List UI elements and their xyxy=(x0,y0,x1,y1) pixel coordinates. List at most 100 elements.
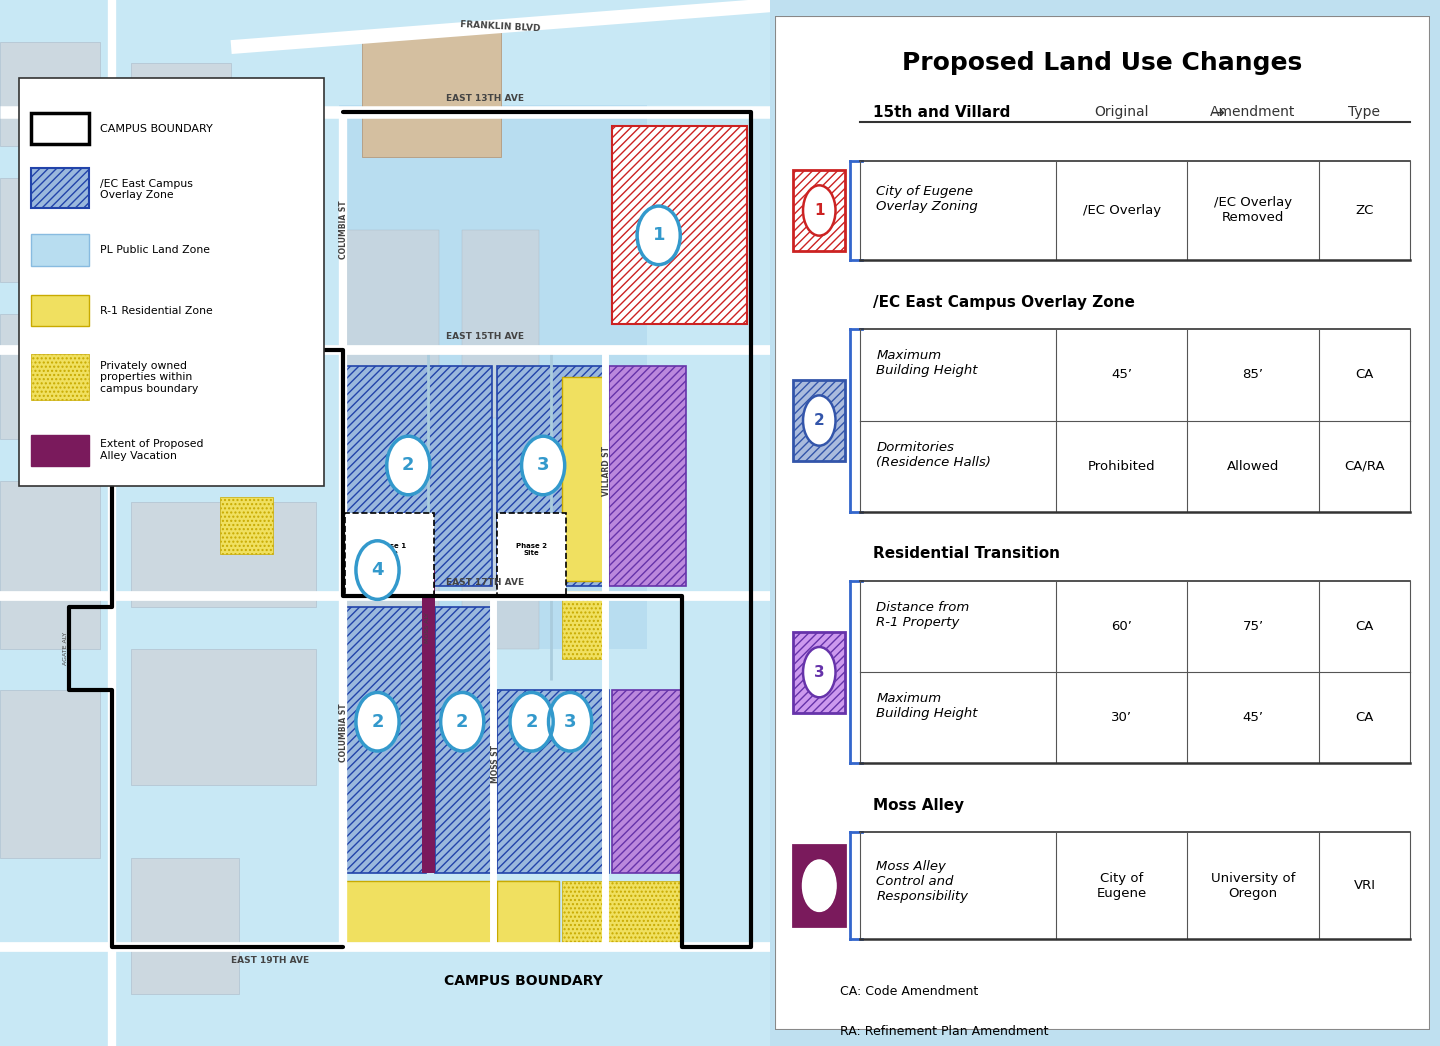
Bar xyxy=(30,355,89,401)
Text: →: → xyxy=(1210,105,1224,123)
Bar xyxy=(793,845,845,927)
Bar xyxy=(30,113,89,144)
Text: CA: CA xyxy=(1355,620,1374,633)
Bar xyxy=(346,607,426,873)
Bar xyxy=(131,858,239,994)
Bar xyxy=(19,78,324,486)
Text: 2: 2 xyxy=(402,456,415,475)
Bar xyxy=(131,188,207,293)
Text: FRANKLIN BLVD: FRANKLIN BLVD xyxy=(461,20,541,32)
Text: PL Public Land Zone: PL Public Land Zone xyxy=(101,245,210,255)
Text: Phase 1
Site: Phase 1 Site xyxy=(374,543,406,555)
Text: City of
Eugene: City of Eugene xyxy=(1097,871,1148,900)
Bar xyxy=(30,295,89,326)
Bar xyxy=(30,234,89,266)
Text: 15th and Villard: 15th and Villard xyxy=(873,105,1011,120)
Text: University of
Oregon: University of Oregon xyxy=(1211,871,1295,900)
Bar xyxy=(131,63,232,146)
Bar xyxy=(563,377,608,581)
Circle shape xyxy=(804,647,835,698)
Text: 45’: 45’ xyxy=(1243,711,1263,724)
Text: 4: 4 xyxy=(814,879,825,893)
Text: 2: 2 xyxy=(526,712,537,731)
Text: Maximum
Building Height: Maximum Building Height xyxy=(877,692,978,721)
Text: COLUMBIA ST: COLUMBIA ST xyxy=(338,201,348,259)
Text: 3: 3 xyxy=(537,456,550,475)
Text: MOSS ST: MOSS ST xyxy=(491,745,500,782)
Bar xyxy=(347,460,439,649)
Text: VILLARD ALY: VILLARD ALY xyxy=(550,451,556,491)
Text: 75’: 75’ xyxy=(1243,620,1263,633)
Text: COLUMBIA ST: COLUMBIA ST xyxy=(338,703,348,761)
Bar xyxy=(793,632,845,712)
Bar xyxy=(219,497,274,554)
Bar xyxy=(346,513,433,596)
Text: BEECH ST: BEECH ST xyxy=(42,241,50,282)
Circle shape xyxy=(510,692,553,751)
Bar xyxy=(609,366,685,586)
Bar xyxy=(462,460,539,649)
Text: CAMPUS BOUNDARY: CAMPUS BOUNDARY xyxy=(445,974,603,988)
Circle shape xyxy=(804,861,835,911)
Text: 2: 2 xyxy=(456,712,468,731)
Text: 1: 1 xyxy=(652,226,665,245)
Text: Extent of Proposed
Alley Vacation: Extent of Proposed Alley Vacation xyxy=(101,439,203,461)
Text: 2: 2 xyxy=(372,712,383,731)
Circle shape xyxy=(804,185,835,235)
Text: EAST 19TH AVE: EAST 19TH AVE xyxy=(230,956,308,964)
Text: 3: 3 xyxy=(564,712,576,731)
Text: Moss Alley: Moss Alley xyxy=(873,798,965,813)
Bar xyxy=(346,881,554,943)
Text: Moss Alley
Control and
Responsibility: Moss Alley Control and Responsibility xyxy=(877,861,968,904)
Bar xyxy=(497,366,605,586)
Text: 3: 3 xyxy=(814,664,825,680)
Text: EAST 15TH AVE: EAST 15TH AVE xyxy=(446,333,524,341)
Circle shape xyxy=(521,436,564,495)
Circle shape xyxy=(636,206,680,265)
Text: EAST 17TH AVE: EAST 17TH AVE xyxy=(446,578,524,587)
Text: VRI: VRI xyxy=(1354,880,1375,892)
Bar xyxy=(239,188,315,293)
Text: Residential Transition: Residential Transition xyxy=(873,546,1060,562)
Text: Original: Original xyxy=(1094,105,1149,119)
Text: Privately owned
properties within
campus boundary: Privately owned properties within campus… xyxy=(101,361,199,394)
Bar xyxy=(361,31,501,157)
Text: 2: 2 xyxy=(814,413,825,428)
Text: 85’: 85’ xyxy=(1243,368,1263,382)
Bar xyxy=(0,690,101,858)
Bar xyxy=(612,690,681,873)
Text: ZC: ZC xyxy=(1355,204,1374,217)
Text: City of Eugene
Overlay Zoning: City of Eugene Overlay Zoning xyxy=(877,185,978,213)
Bar xyxy=(612,126,747,324)
Bar xyxy=(338,659,455,837)
Text: Phase 2
Site: Phase 2 Site xyxy=(516,543,547,555)
Text: Allowed: Allowed xyxy=(1227,459,1279,473)
Bar xyxy=(563,881,681,943)
Text: VILLARD ST: VILLARD ST xyxy=(602,446,611,496)
Bar xyxy=(793,169,845,251)
Circle shape xyxy=(356,692,399,751)
Text: MOSS ALY: MOSS ALY xyxy=(425,612,431,643)
Bar xyxy=(0,42,101,146)
Text: Amendment: Amendment xyxy=(1211,105,1296,119)
Bar xyxy=(131,649,315,784)
Bar xyxy=(0,314,101,439)
Text: /EC East Campus
Overlay Zone: /EC East Campus Overlay Zone xyxy=(101,179,193,200)
Bar xyxy=(497,881,559,943)
Bar xyxy=(131,502,315,607)
Circle shape xyxy=(387,436,431,495)
Text: CA: CA xyxy=(1355,711,1374,724)
Bar xyxy=(338,105,647,649)
Text: Proposed Land Use Changes: Proposed Land Use Changes xyxy=(903,51,1302,75)
Bar xyxy=(497,690,609,873)
Bar xyxy=(346,366,491,586)
Bar xyxy=(497,513,566,596)
Text: CA: Code Amendment: CA: Code Amendment xyxy=(841,984,979,998)
Bar xyxy=(462,230,539,418)
Bar xyxy=(793,380,845,461)
Circle shape xyxy=(549,692,592,751)
Text: /EC East Campus Overlay Zone: /EC East Campus Overlay Zone xyxy=(873,295,1135,310)
Text: RA: Refinement Plan Amendment: RA: Refinement Plan Amendment xyxy=(841,1025,1048,1039)
Circle shape xyxy=(441,692,484,751)
Bar xyxy=(0,178,101,282)
